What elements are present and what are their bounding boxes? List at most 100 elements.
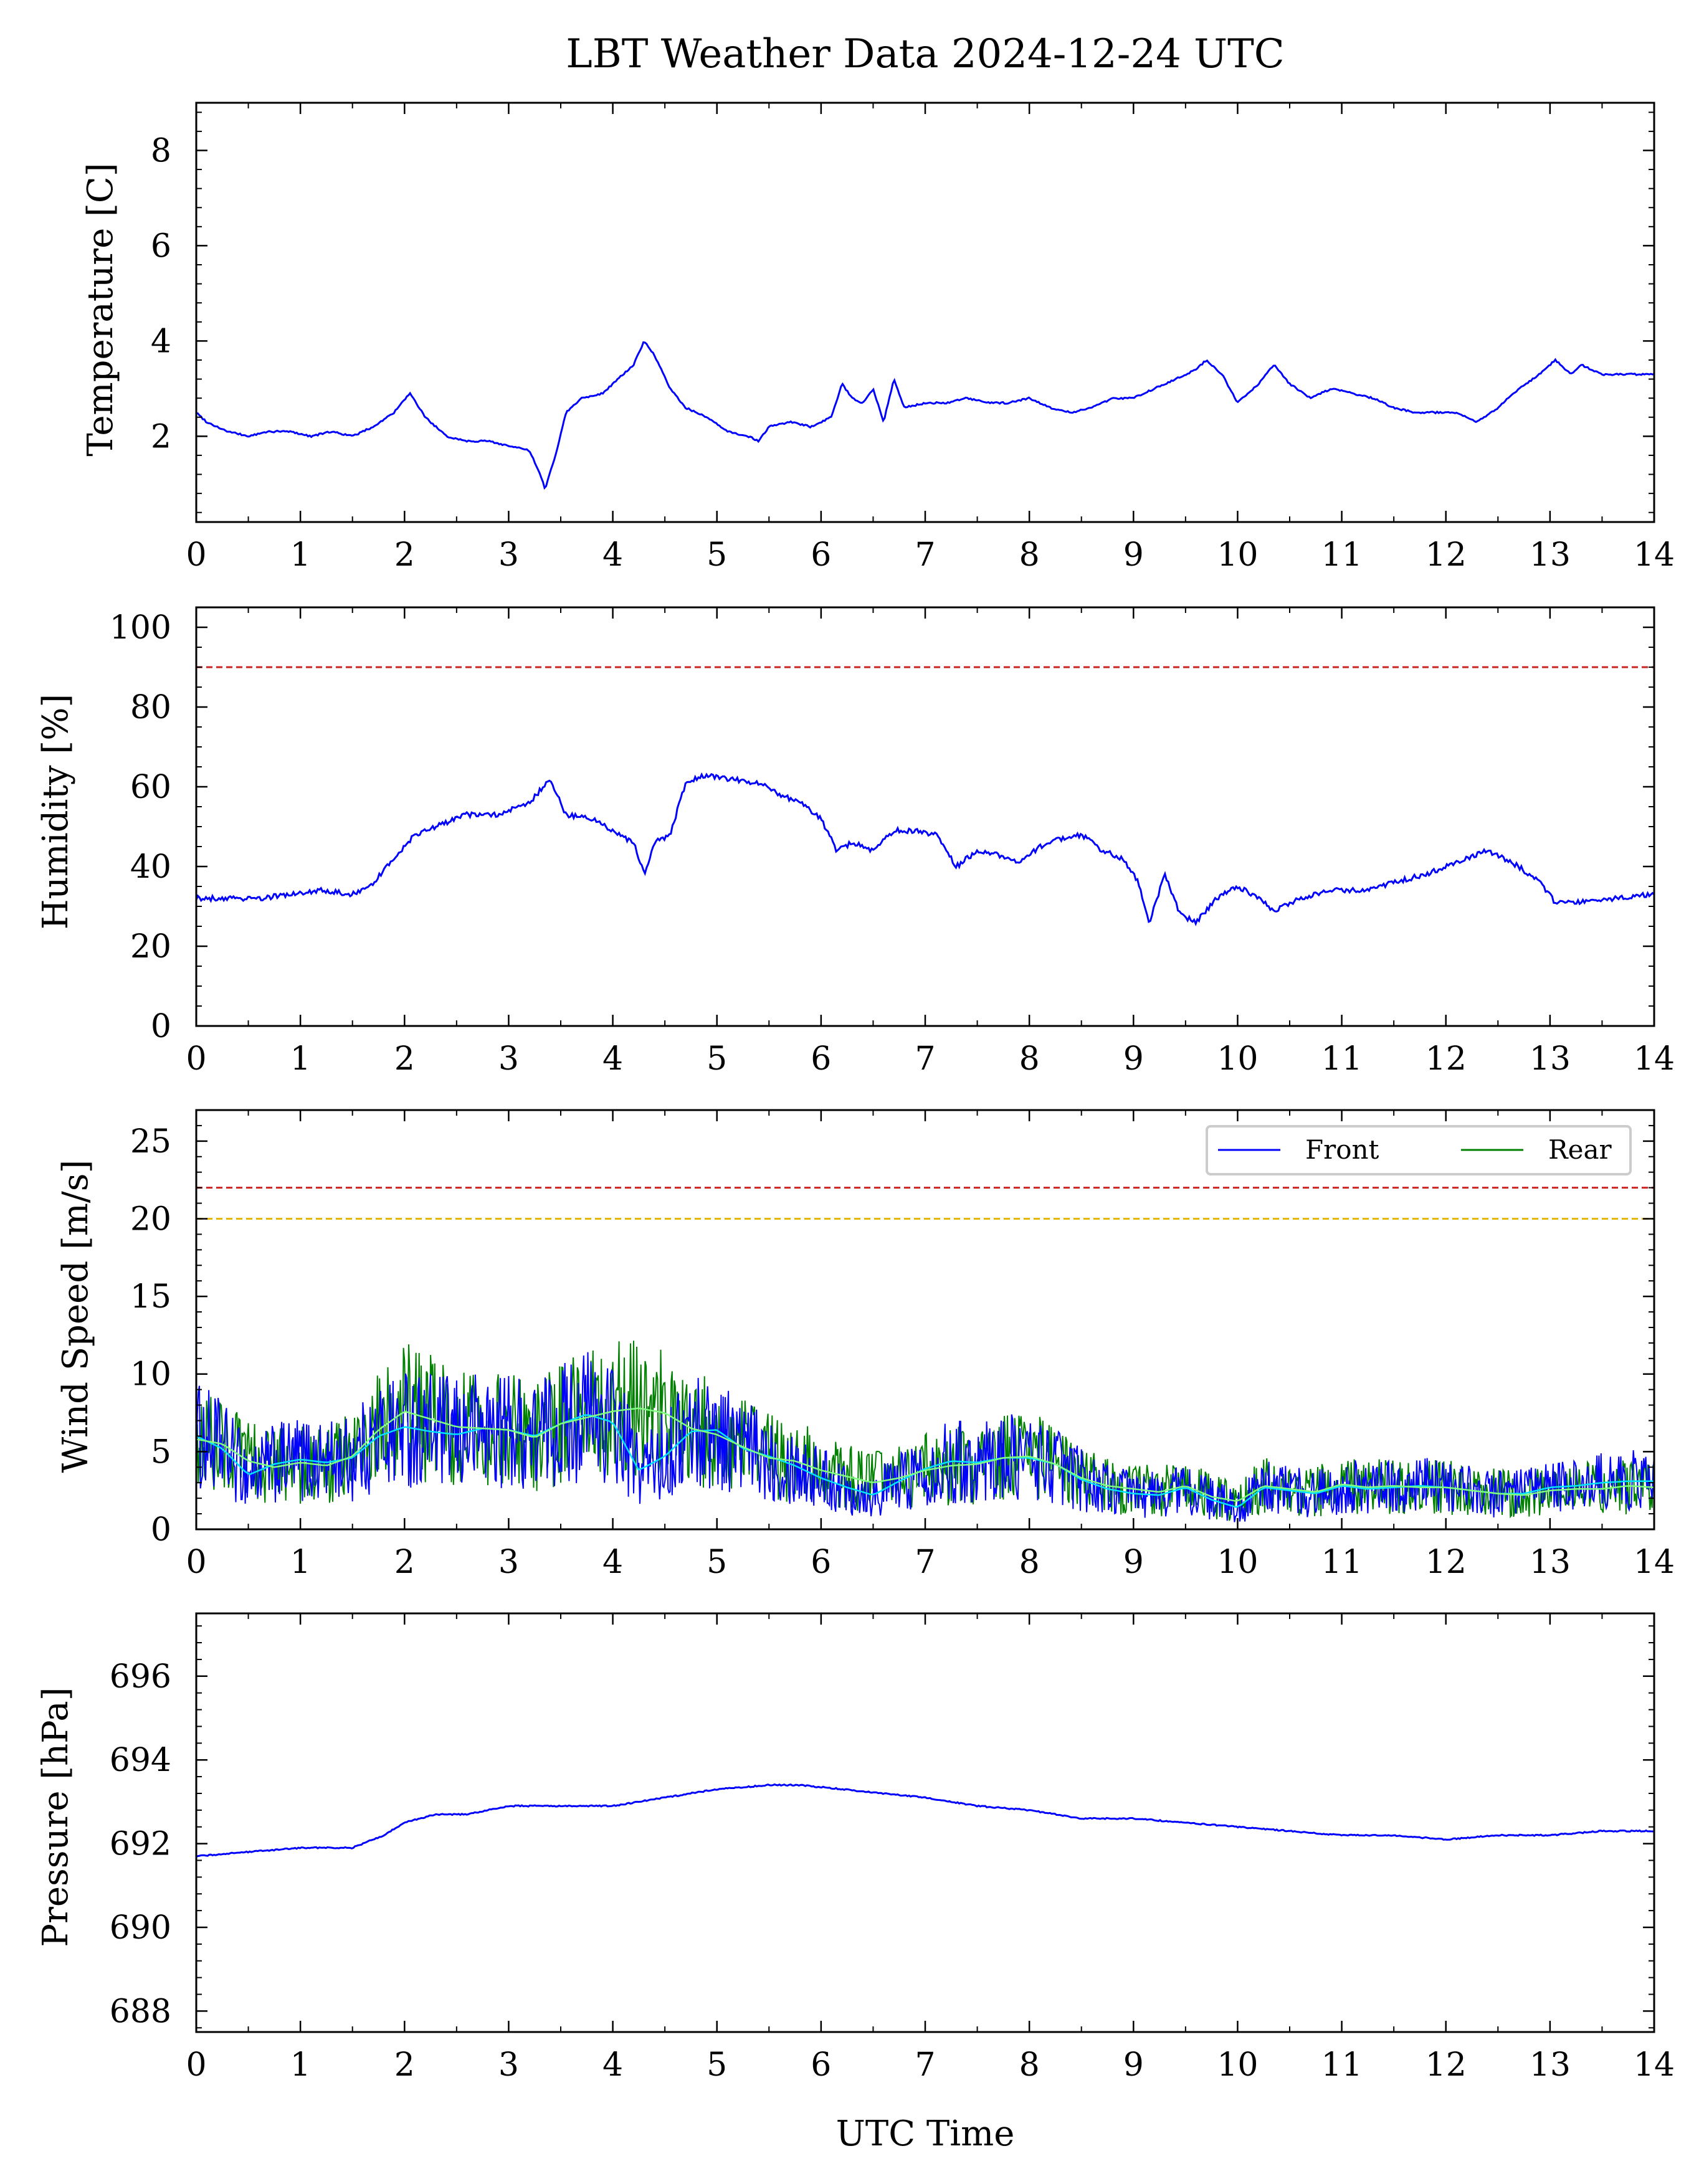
wind-speed-panel: Wind Speed [m/s] 0 1 2 3 4 5 6 7 8 9 10 11 12 13 14051… bbox=[55, 1109, 1675, 1581]
temperature-x-tick-label: 5 bbox=[707, 536, 727, 574]
pressure-x-tick-label: 1 bbox=[290, 2046, 311, 2084]
humidity-axis-label: Humidity [%] bbox=[36, 694, 76, 930]
temperature-y-tick-label: 2 bbox=[151, 418, 171, 455]
pressure-y-tick-label: 688 bbox=[110, 1993, 171, 2030]
wind-speed-x-tick-label: 12 bbox=[1426, 1544, 1467, 1581]
temperature-x-tick-label: 0 bbox=[186, 536, 206, 574]
pressure-x-tick-label: 14 bbox=[1634, 2046, 1675, 2084]
temperature-plot-frame bbox=[195, 102, 1655, 523]
humidity-y-tick-label: 60 bbox=[130, 769, 171, 806]
temperature-axis-label: Temperature [C] bbox=[80, 163, 121, 456]
pressure-plot-frame bbox=[195, 1612, 1655, 2033]
wind-speed-y-tick-label: 10 bbox=[130, 1356, 171, 1393]
humidity-x-tick-label: 14 bbox=[1634, 1040, 1675, 1078]
wind-speed-y-tick-label: 20 bbox=[130, 1200, 171, 1238]
humidity-x-tick-label: 13 bbox=[1530, 1040, 1571, 1078]
wind-speed-x-tick-label: 2 bbox=[394, 1544, 415, 1581]
humidity-plot-area bbox=[196, 666, 1654, 927]
pressure-x-tick-label: 7 bbox=[915, 2046, 935, 2084]
wind-speed-x-tick-label: 13 bbox=[1530, 1544, 1571, 1581]
humidity-x-tick-label: 12 bbox=[1426, 1040, 1467, 1078]
temperature-x-tick-label: 10 bbox=[1217, 536, 1258, 574]
temperature-x-tick-label: 11 bbox=[1321, 536, 1362, 574]
pressure-y-tick-label: 690 bbox=[110, 1909, 171, 1947]
wind-speed-x-tick-label: 9 bbox=[1123, 1544, 1144, 1581]
temperature-x-tick-label: 13 bbox=[1530, 536, 1571, 574]
humidity-x-tick-label: 2 bbox=[394, 1040, 415, 1078]
pressure-x-tick-label: 0 bbox=[186, 2046, 206, 2084]
wind-speed-x-tick-label: 10 bbox=[1217, 1544, 1258, 1581]
pressure-x-tick-label: 5 bbox=[707, 2046, 727, 2084]
temperature-x-tick-label: 7 bbox=[915, 536, 935, 574]
pressure-x-tick-label: 2 bbox=[394, 2046, 415, 2084]
pressure-x-tick-label: 11 bbox=[1321, 2046, 1362, 2084]
temperature-x-tick-label: 14 bbox=[1634, 536, 1675, 574]
humidity-plot-frame bbox=[195, 606, 1655, 1027]
wind-speed-axis-label: Wind Speed [m/s] bbox=[55, 1160, 96, 1473]
humidity-x-tick-label: 8 bbox=[1019, 1040, 1040, 1078]
humidity-x-tick-label: 6 bbox=[811, 1040, 831, 1078]
temperature-x-tick-label: 3 bbox=[498, 536, 519, 574]
temperature-x-tick-label: 1 bbox=[290, 536, 311, 574]
pressure-series-line bbox=[196, 1783, 1654, 1858]
pressure-x-tick-label: 3 bbox=[498, 2046, 519, 2084]
humidity-x-tick-label: 7 bbox=[915, 1040, 935, 1078]
wind-speed-x-tick-label: 7 bbox=[915, 1544, 935, 1581]
wind-speed-x-tick-label: 4 bbox=[602, 1544, 623, 1581]
humidity-x-tick-label: 11 bbox=[1321, 1040, 1362, 1078]
wind-rear-raw-line bbox=[196, 1341, 1654, 1521]
wind-speed-y-tick-label: 5 bbox=[151, 1433, 171, 1471]
wind-speed-x-tick-label: 11 bbox=[1321, 1544, 1362, 1581]
pressure-axis-label: Pressure [hPa] bbox=[36, 1687, 76, 1947]
humidity-panel: Humidity [%] 0 1 2 3 4 5 6 7 8 9 10 11 12 13 140204060… bbox=[36, 606, 1675, 1078]
pressure-y-tick-label: 696 bbox=[110, 1658, 171, 1696]
temperature-x-tick-label: 4 bbox=[602, 536, 623, 574]
wind-legend: Front Rear bbox=[1206, 1125, 1632, 1175]
legend-rear-label: Rear bbox=[1548, 1134, 1612, 1165]
pressure-x-tick-label: 12 bbox=[1426, 2046, 1467, 2084]
x-axis-label: UTC Time bbox=[836, 2114, 1015, 2154]
pressure-x-tick-label: 10 bbox=[1217, 2046, 1258, 2084]
pressure-x-tick-label: 9 bbox=[1123, 2046, 1144, 2084]
humidity-x-tick-label: 5 bbox=[707, 1040, 727, 1078]
wind-speed-x-tick-label: 8 bbox=[1019, 1544, 1040, 1581]
wind-rear-smoothed-line bbox=[196, 1407, 1654, 1502]
wind-speed-x-tick-label: 1 bbox=[290, 1544, 311, 1581]
humidity-x-tick-label: 1 bbox=[290, 1040, 311, 1078]
humidity-x-tick-label: 4 bbox=[602, 1040, 623, 1078]
pressure-y-tick-label: 692 bbox=[110, 1826, 171, 1863]
pressure-x-tick-label: 8 bbox=[1019, 2046, 1040, 2084]
humidity-y-tick-label: 40 bbox=[130, 848, 171, 886]
pressure-x-tick-label: 13 bbox=[1530, 2046, 1571, 2084]
pressure-panel: Pressure [hPa] 0 1 2 3 4 5 6 7 8 9 10 11 12 13 1468869… bbox=[36, 1612, 1675, 2084]
figure-title: LBT Weather Data 2024-12-24 UTC bbox=[566, 31, 1285, 77]
humidity-x-tick-label: 10 bbox=[1217, 1040, 1258, 1078]
wind-front-raw-line bbox=[196, 1352, 1654, 1522]
temperature-x-tick-label: 2 bbox=[394, 536, 415, 574]
legend-box bbox=[1206, 1125, 1632, 1175]
humidity-y-tick-label: 0 bbox=[151, 1008, 171, 1045]
pressure-x-tick-label: 4 bbox=[602, 2046, 623, 2084]
wind-speed-y-tick-label: 15 bbox=[130, 1278, 171, 1316]
humidity-y-tick-label: 100 bbox=[110, 609, 171, 647]
pressure-plot-area bbox=[196, 1783, 1654, 1858]
temperature-series-line bbox=[196, 341, 1654, 490]
wind-speed-x-tick-label: 5 bbox=[707, 1544, 727, 1581]
humidity-y-tick-label: 20 bbox=[130, 928, 171, 966]
temperature-y-tick-label: 6 bbox=[151, 227, 171, 265]
temperature-plot-area bbox=[196, 341, 1654, 490]
wind-speed-plot-area bbox=[196, 1187, 1654, 1522]
humidity-series-line bbox=[196, 772, 1654, 927]
temperature-x-tick-label: 9 bbox=[1123, 536, 1144, 574]
humidity-x-tick-label: 3 bbox=[498, 1040, 519, 1078]
humidity-x-tick-label: 0 bbox=[186, 1040, 206, 1078]
temperature-x-tick-label: 12 bbox=[1426, 536, 1467, 574]
humidity-x-tick-label: 9 bbox=[1123, 1040, 1144, 1078]
temperature-y-tick-label: 4 bbox=[151, 323, 171, 360]
wind-speed-x-tick-label: 14 bbox=[1634, 1544, 1675, 1581]
legend-front-label: Front bbox=[1305, 1134, 1379, 1165]
wind-speed-y-tick-label: 25 bbox=[130, 1123, 171, 1161]
wind-speed-x-tick-label: 6 bbox=[811, 1544, 831, 1581]
